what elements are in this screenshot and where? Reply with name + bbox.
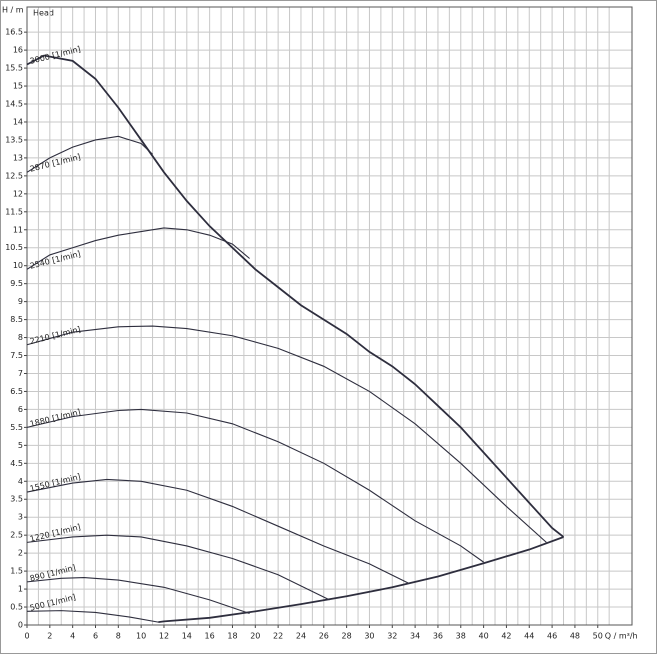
y-tick-label: 15.5 bbox=[5, 64, 23, 73]
y-tick-label: 4 bbox=[18, 477, 23, 486]
plot-area bbox=[26, 6, 633, 626]
y-axis-label: H / m bbox=[2, 6, 24, 15]
curve bbox=[26, 408, 484, 563]
x-tick-label: 18 bbox=[227, 632, 237, 641]
x-tick-label: 16 bbox=[205, 632, 215, 641]
x-tick-label: 48 bbox=[570, 632, 580, 641]
x-tick-label: 14 bbox=[182, 632, 192, 641]
x-tick-label: 44 bbox=[524, 632, 534, 641]
x-tick-label: 24 bbox=[296, 632, 306, 641]
y-tick-label: 7 bbox=[18, 369, 23, 378]
y-tick-label: 2 bbox=[18, 549, 23, 558]
x-tick-label: 10 bbox=[136, 632, 146, 641]
y-tick-label: 3.5 bbox=[10, 495, 23, 504]
x-tick-label: 6 bbox=[93, 632, 98, 641]
curve bbox=[26, 325, 547, 543]
x-tick-label: 20 bbox=[250, 632, 260, 641]
y-tick-label: 3 bbox=[18, 513, 23, 522]
y-tick-label: 9.5 bbox=[10, 279, 23, 288]
curve bbox=[158, 536, 564, 624]
x-axis-label: Q / m³/h bbox=[605, 632, 638, 641]
x-tick-label: 12 bbox=[159, 632, 169, 641]
curve bbox=[26, 534, 330, 601]
y-tick-label: 1 bbox=[18, 585, 23, 594]
x-tick-label: 30 bbox=[364, 632, 374, 641]
y-tick-label: 12 bbox=[13, 189, 23, 198]
y-tick-label: 8 bbox=[18, 333, 23, 342]
y-tick-label: 14 bbox=[13, 117, 23, 126]
y-tick-label: 0 bbox=[18, 621, 23, 630]
x-tick-label: 46 bbox=[547, 632, 557, 641]
y-tick-label: 12.5 bbox=[5, 171, 23, 180]
y-tick-label: 9 bbox=[18, 297, 23, 306]
curve bbox=[26, 54, 565, 538]
y-tick-label: 15 bbox=[13, 82, 23, 91]
x-tick-label: 40 bbox=[479, 632, 489, 641]
x-tick-label: 28 bbox=[342, 632, 352, 641]
y-tick-label: 5 bbox=[18, 441, 23, 450]
y-tick-label: 14.5 bbox=[5, 100, 23, 109]
y-tick-label: 11 bbox=[13, 225, 23, 234]
y-tick-label: 5.5 bbox=[10, 423, 23, 432]
x-tick-label: 26 bbox=[319, 632, 329, 641]
curve bbox=[26, 610, 159, 623]
x-tick-label: 50 bbox=[593, 632, 603, 641]
y-tick-label: 2.5 bbox=[10, 531, 23, 540]
y-tick-label: 6.5 bbox=[10, 387, 23, 396]
curve bbox=[26, 135, 153, 173]
y-tick-label: 10 bbox=[13, 261, 23, 270]
y-tick-label: 1.5 bbox=[10, 567, 23, 576]
x-tick-label: 2 bbox=[47, 632, 52, 641]
y-tick-label: 4.5 bbox=[10, 459, 23, 468]
y-tick-label: 6 bbox=[18, 405, 23, 414]
y-tick-label: 7.5 bbox=[10, 351, 23, 360]
y-tick-label: 13.5 bbox=[5, 135, 23, 144]
y-tick-label: 10.5 bbox=[5, 243, 23, 252]
y-tick-label: 0.5 bbox=[10, 603, 23, 612]
x-tick-label: 8 bbox=[116, 632, 121, 641]
y-tick-label: 11.5 bbox=[5, 207, 23, 216]
x-tick-label: 34 bbox=[410, 632, 420, 641]
curve bbox=[26, 478, 410, 585]
y-tick-label: 13 bbox=[13, 153, 23, 162]
x-tick-label: 36 bbox=[433, 632, 443, 641]
x-tick-label: 0 bbox=[24, 632, 29, 641]
y-tick-label: 8.5 bbox=[10, 315, 23, 324]
y-tick-label: 16.5 bbox=[5, 28, 23, 37]
x-tick-label: 42 bbox=[501, 632, 511, 641]
x-tick-label: 4 bbox=[70, 632, 75, 641]
curve bbox=[26, 577, 250, 615]
x-tick-label: 38 bbox=[456, 632, 466, 641]
curve bbox=[26, 227, 250, 270]
chart-title: Head bbox=[33, 9, 54, 18]
x-tick-label: 22 bbox=[273, 632, 283, 641]
x-tick-label: 32 bbox=[387, 632, 397, 641]
y-tick-label: 16 bbox=[13, 46, 23, 55]
